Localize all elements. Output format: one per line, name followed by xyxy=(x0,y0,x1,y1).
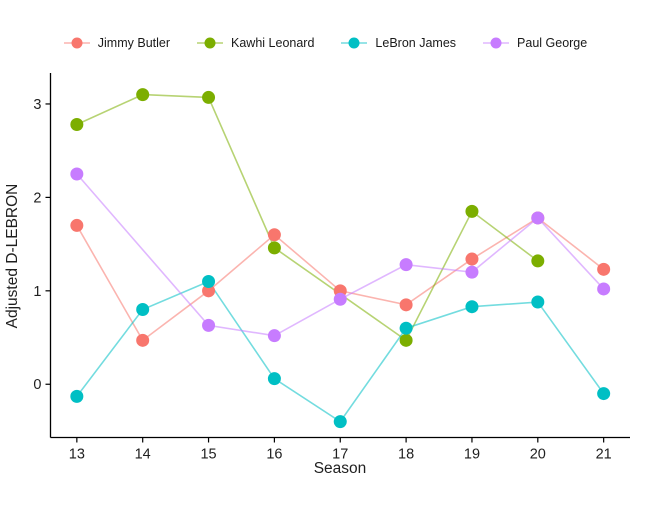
legend-label: LeBron James xyxy=(375,36,457,50)
x-tick-label: 16 xyxy=(266,447,282,463)
legend-key-icon xyxy=(63,37,90,49)
x-tick-label: 18 xyxy=(398,447,414,463)
data-point xyxy=(333,292,347,306)
data-point xyxy=(399,333,413,347)
data-point xyxy=(202,284,216,298)
legend-key-icon xyxy=(197,37,224,49)
x-tick-label: 19 xyxy=(464,447,480,463)
y-axis-title: Adjusted D-LEBRON xyxy=(4,184,21,329)
legend-item-kawhi-leonard: Kawhi Leonard xyxy=(196,35,314,51)
data-point xyxy=(531,254,545,268)
data-point xyxy=(136,303,150,317)
legend-key-icon xyxy=(341,37,368,49)
data-point xyxy=(597,282,611,296)
data-point xyxy=(136,88,150,102)
data-point xyxy=(70,118,84,132)
data-point xyxy=(202,318,216,332)
data-point xyxy=(70,389,84,403)
legend-item-lebron-james: LeBron James xyxy=(340,35,456,51)
data-point xyxy=(267,372,281,386)
data-point xyxy=(465,204,479,218)
data-point xyxy=(267,228,281,242)
data-point xyxy=(202,274,216,288)
legend: Jimmy Butler Kawhi Leonard LeBron James Pau… xyxy=(0,33,650,53)
data-point xyxy=(399,258,413,272)
data-point xyxy=(399,298,413,312)
legend-label: Paul George xyxy=(517,36,588,50)
x-tick-label: 17 xyxy=(332,447,348,463)
x-tick-label: 21 xyxy=(596,447,612,463)
legend-key-point xyxy=(490,37,502,49)
x-tick-label: 20 xyxy=(530,447,546,463)
data-point xyxy=(597,387,611,401)
legend-key-icon xyxy=(483,37,510,49)
y-tick-label: 1 xyxy=(33,284,41,300)
data-point xyxy=(70,218,84,232)
y-tick-label: 3 xyxy=(33,97,41,113)
x-tick-label: 13 xyxy=(69,447,85,463)
data-point xyxy=(267,329,281,343)
data-point xyxy=(333,415,347,429)
data-point xyxy=(465,252,479,266)
x-tick-label: 15 xyxy=(200,447,216,463)
legend-label: Kawhi Leonard xyxy=(231,36,315,50)
legend-item-paul-george: Paul George xyxy=(482,35,587,51)
y-tick-label: 0 xyxy=(33,377,41,393)
legend-label: Jimmy Butler xyxy=(97,36,171,50)
data-point xyxy=(597,262,611,276)
legend-key-point xyxy=(204,37,216,49)
legend-key-point xyxy=(71,37,83,49)
data-point xyxy=(531,295,545,309)
legend-key-point xyxy=(348,37,360,49)
legend-item-jimmy-butler: Jimmy Butler xyxy=(63,35,170,51)
data-point xyxy=(465,300,479,314)
y-tick-label: 2 xyxy=(33,190,41,206)
x-axis-title: Season xyxy=(314,460,367,477)
data-point xyxy=(399,321,413,335)
x-tick-label: 14 xyxy=(135,447,151,463)
data-point xyxy=(70,167,84,181)
data-point xyxy=(465,265,479,279)
series-line xyxy=(76,173,605,337)
data-point xyxy=(202,90,216,104)
data-point xyxy=(267,241,281,255)
data-point xyxy=(136,333,150,347)
series-line xyxy=(76,216,605,342)
data-point xyxy=(531,211,545,225)
